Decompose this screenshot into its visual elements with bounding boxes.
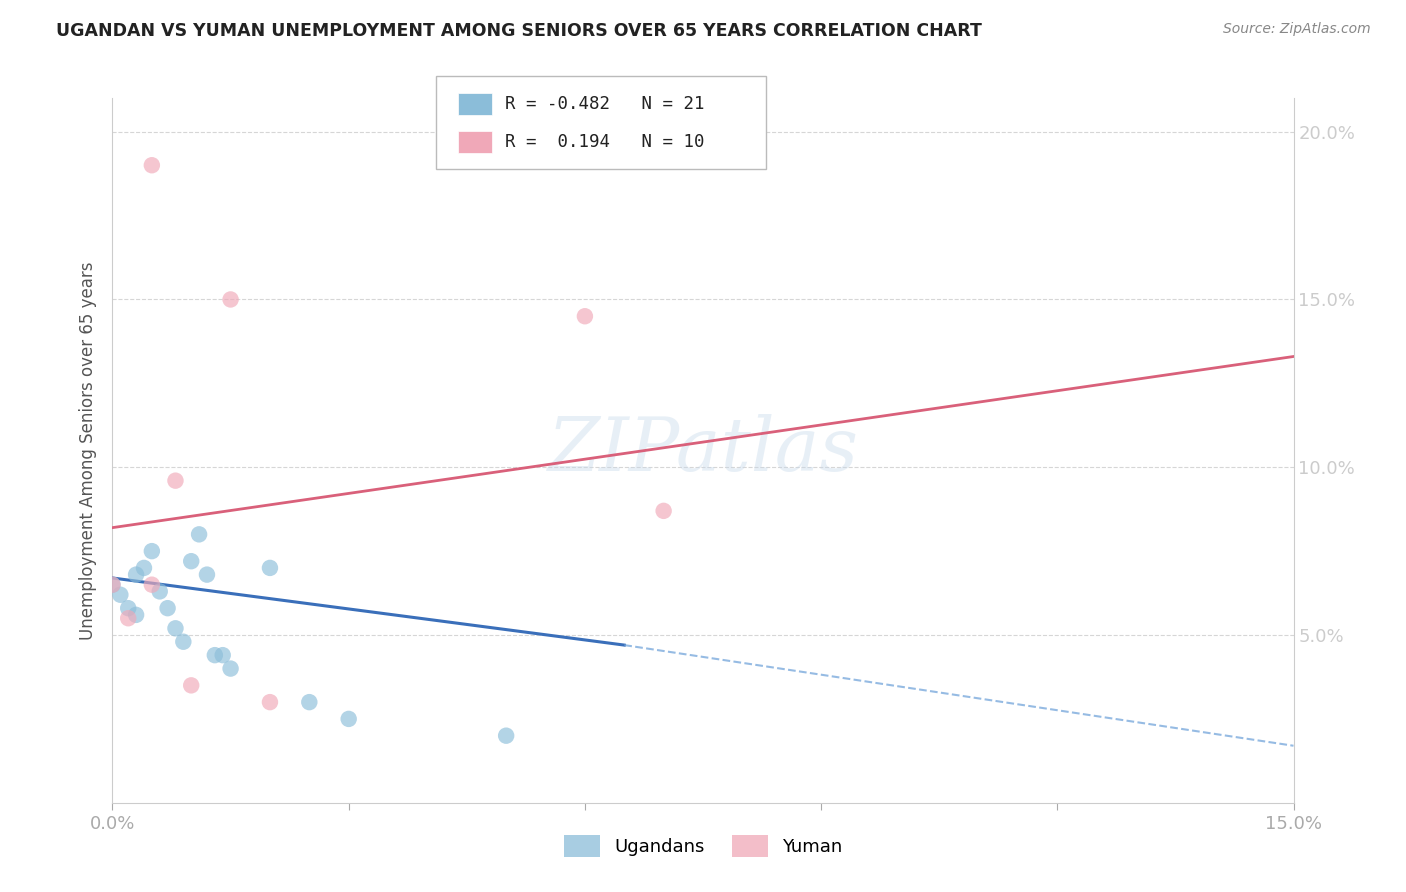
Point bbox=[110, 588, 132, 602]
Point bbox=[298, 695, 321, 709]
Point bbox=[132, 561, 155, 575]
Point bbox=[165, 621, 187, 635]
Y-axis label: Unemployment Among Seniors over 65 years: Unemployment Among Seniors over 65 years bbox=[79, 261, 97, 640]
Point bbox=[101, 577, 124, 591]
Point bbox=[188, 527, 211, 541]
Point bbox=[574, 310, 596, 324]
Point bbox=[259, 695, 281, 709]
Legend: Ugandans, Yuman: Ugandans, Yuman bbox=[557, 828, 849, 864]
Point bbox=[101, 577, 124, 591]
Point bbox=[149, 584, 172, 599]
Point bbox=[259, 561, 281, 575]
Point bbox=[141, 544, 163, 558]
Text: UGANDAN VS YUMAN UNEMPLOYMENT AMONG SENIORS OVER 65 YEARS CORRELATION CHART: UGANDAN VS YUMAN UNEMPLOYMENT AMONG SENI… bbox=[56, 22, 983, 40]
Point bbox=[195, 567, 218, 582]
Text: Source: ZipAtlas.com: Source: ZipAtlas.com bbox=[1223, 22, 1371, 37]
Text: R = -0.482   N = 21: R = -0.482 N = 21 bbox=[505, 95, 704, 113]
Point bbox=[117, 611, 139, 625]
Point bbox=[495, 729, 517, 743]
Text: R =  0.194   N = 10: R = 0.194 N = 10 bbox=[505, 133, 704, 151]
Point bbox=[219, 662, 242, 676]
Point bbox=[125, 567, 148, 582]
Point bbox=[652, 504, 675, 518]
Point bbox=[156, 601, 179, 615]
Point bbox=[337, 712, 360, 726]
Point bbox=[125, 607, 148, 622]
Point bbox=[204, 648, 226, 662]
Point bbox=[211, 648, 233, 662]
Point bbox=[117, 601, 139, 615]
Point bbox=[165, 474, 187, 488]
Text: ZIPatlas: ZIPatlas bbox=[547, 414, 859, 487]
Point bbox=[141, 577, 163, 591]
Point bbox=[141, 158, 163, 172]
Point bbox=[219, 293, 242, 307]
Point bbox=[180, 554, 202, 568]
Point bbox=[172, 634, 194, 648]
Point bbox=[180, 678, 202, 692]
